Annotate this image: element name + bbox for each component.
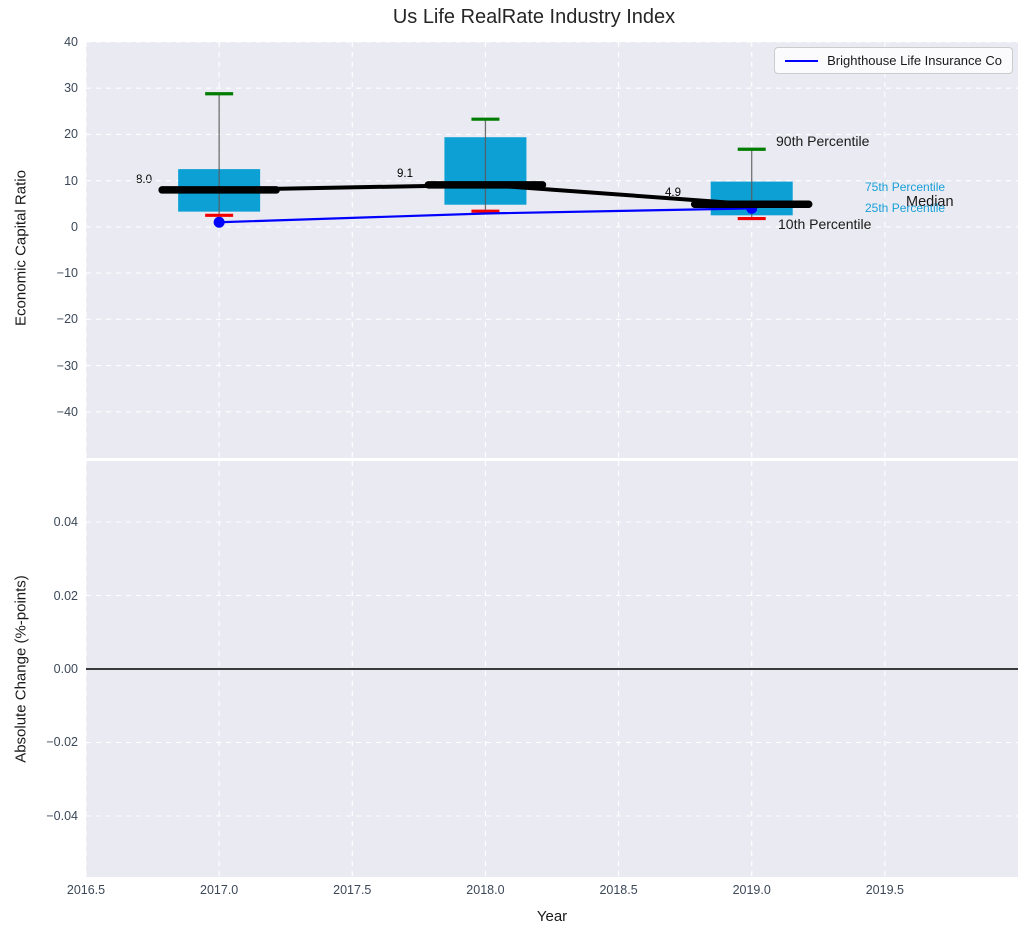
x-tick-2019.5: 2019.5 [865,883,904,897]
bottom-y-tick-0: 0.00 [53,662,78,676]
bottom-y-tick--0.04: −0.04 [46,808,78,823]
top-chart-canvas [86,42,1018,458]
annotation-10th-percentile: 10th Percentile [778,216,872,232]
bottom-y-tick-0.04: 0.04 [53,515,78,529]
top-y-tick--40: −40 [56,404,78,419]
x-tick-2016.5: 2016.5 [66,883,106,897]
bottom-plot-area [86,461,1018,877]
company-marker-2017 [213,216,225,228]
bottom-y-tick-0.02: 0.02 [53,588,78,603]
top-y-axis-label: Economic Capital Ratio [12,170,30,326]
legend: Brighthouse Life Insurance Co [774,47,1013,74]
top-y-tick-0: 0 [71,219,78,234]
bottom-chart-canvas [86,461,1018,877]
median-value-label-2018: 9.1 [397,168,413,180]
x-tick-2019: 2019.0 [732,883,771,897]
top-y-tick-20: 20 [64,127,78,142]
median-value-label-2017: 8.0 [136,174,152,186]
legend-label: Brighthouse Life Insurance Co [827,53,1002,68]
top-plot-area: 8.0 9.1 4.9 90th Percentile 75th Percent… [86,42,1018,458]
x-tick-2018: 2018.0 [466,883,505,897]
top-y-tick-10: 10 [64,173,78,188]
chart-title: Us Life RealRate Industry Index [392,6,676,28]
annotation-25th-percentile: 25th Percentile [865,201,946,215]
x-tick-2017.5: 2017.5 [333,883,372,897]
top-y-tick-40: 40 [64,35,78,49]
median-value-label-2019: 4.9 [665,187,681,199]
annotation-90th-percentile: 90th Percentile [776,133,870,149]
annotation-75th-percentile: 75th Percentile [865,180,946,194]
annotation-median: Median [906,194,954,210]
x-axis-label: Year [536,908,568,925]
top-y-tick--30: −30 [56,358,78,373]
company-line [219,207,752,224]
top-y-tick--10: −10 [56,266,78,281]
top-y-tick-30: 30 [64,81,78,96]
legend-line-sample [785,59,819,62]
top-y-tick--20: −20 [56,312,78,327]
bottom-y-tick--0.02: −0.02 [46,735,78,750]
x-tick-2017: 2017.0 [200,883,239,897]
x-tick-2018.5: 2018.5 [599,883,638,897]
